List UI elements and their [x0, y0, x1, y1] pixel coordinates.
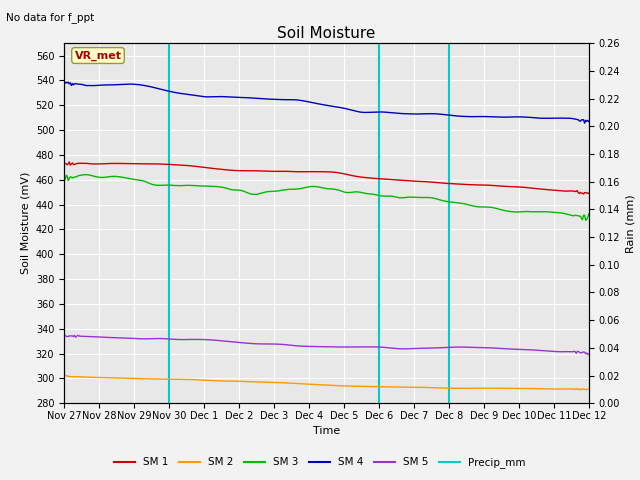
Text: VR_met: VR_met	[74, 50, 122, 60]
Y-axis label: Rain (mm): Rain (mm)	[626, 194, 636, 252]
Text: No data for f_ppt: No data for f_ppt	[6, 12, 95, 23]
Title: Soil Moisture: Soil Moisture	[277, 25, 376, 41]
X-axis label: Time: Time	[313, 426, 340, 436]
Y-axis label: Soil Moisture (mV): Soil Moisture (mV)	[20, 172, 30, 275]
Legend: SM 1, SM 2, SM 3, SM 4, SM 5, Precip_mm: SM 1, SM 2, SM 3, SM 4, SM 5, Precip_mm	[110, 453, 530, 472]
